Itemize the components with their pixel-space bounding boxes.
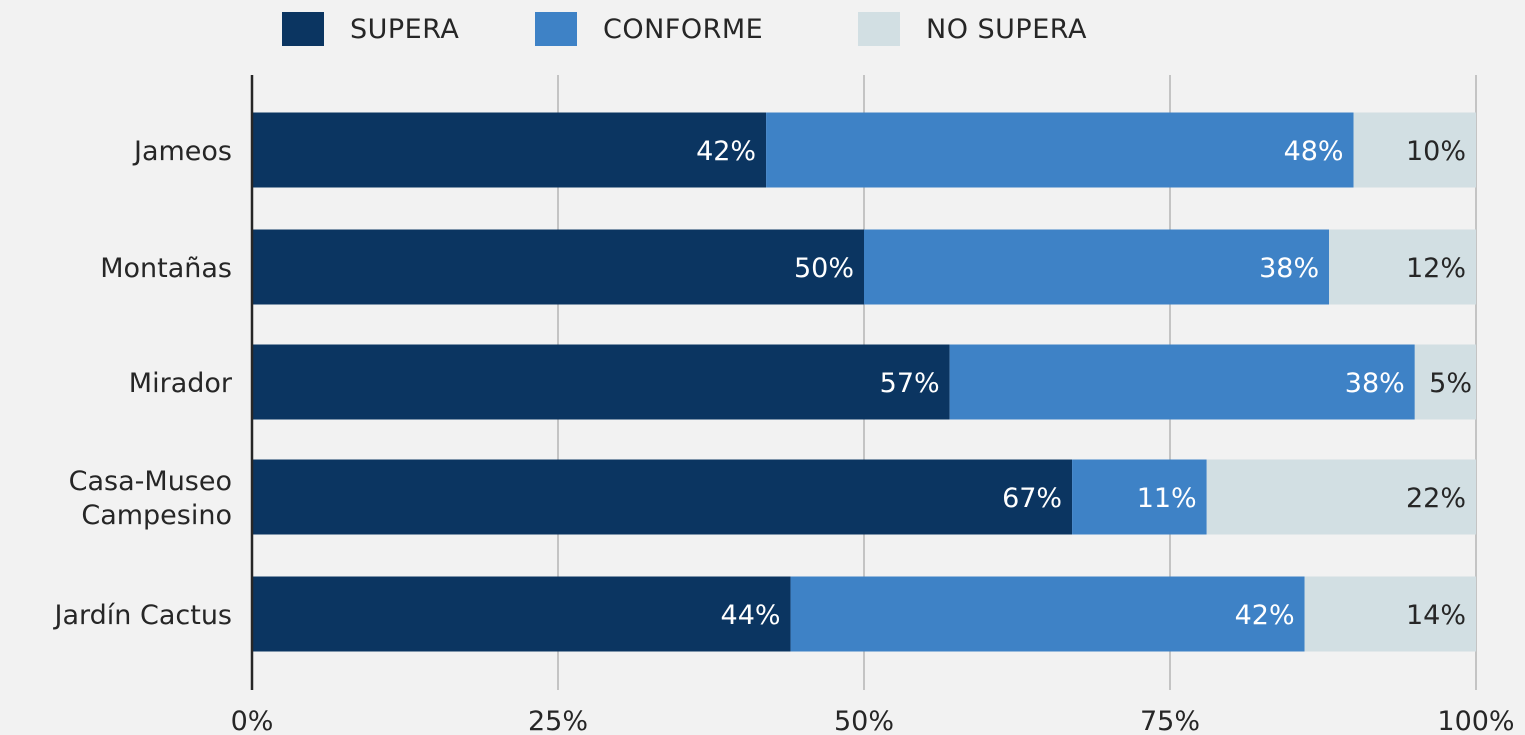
- legend-label: CONFORME: [603, 14, 763, 45]
- category-label: Campesino: [81, 500, 232, 531]
- x-tick-label: 0%: [231, 706, 274, 735]
- bar-segment: [790, 576, 1305, 652]
- bar-value-label: 11%: [1137, 483, 1197, 514]
- bar-value-label: 5%: [1429, 368, 1472, 399]
- x-tick-label: 25%: [528, 706, 588, 735]
- bar-segment: [1329, 229, 1476, 305]
- bar-value-label: 42%: [1235, 600, 1295, 631]
- bar-value-label: 38%: [1345, 368, 1405, 399]
- bar-segment: [1304, 576, 1476, 652]
- bar-value-label: 44%: [721, 600, 781, 631]
- bar-value-label: 42%: [696, 136, 756, 167]
- legend-swatch: [858, 12, 900, 46]
- bar-value-label: 50%: [794, 253, 854, 284]
- x-tick-label: 50%: [834, 706, 894, 735]
- bar-segment: [864, 229, 1330, 305]
- bar-segment: [252, 576, 791, 652]
- axes: 0% 25% 50% 75% 100% Jameos Montañas Mirador Casa…: [53, 75, 1515, 735]
- bar-segment: [766, 112, 1354, 188]
- bar-segment: [1414, 344, 1476, 420]
- legend: SUPERA CONFORME NO SUPERA: [282, 12, 1087, 46]
- category-label: Jardín Cactus: [53, 600, 232, 631]
- bar-segment: [1206, 459, 1476, 535]
- bar-value-label: 10%: [1406, 136, 1466, 167]
- bar-value-label: 57%: [880, 368, 940, 399]
- bar-segment: [1072, 459, 1207, 535]
- bar-segment: [252, 229, 864, 305]
- category-label: Casa-Museo: [69, 466, 232, 497]
- bar-segment: [1353, 112, 1476, 188]
- legend-swatch: [535, 12, 577, 46]
- legend-label: NO SUPERA: [926, 14, 1087, 45]
- bar-value-labels: 42% 48% 10% 50% 38% 12% 57% 38% 5% 67% 11% 22% 44% 42…: [696, 136, 1472, 631]
- x-tick-label: 100%: [1437, 706, 1514, 735]
- legend-swatch: [282, 12, 324, 46]
- x-tick-label: 75%: [1140, 706, 1200, 735]
- bar-segment: [252, 112, 767, 188]
- bar-segment: [252, 344, 950, 420]
- category-label: Montañas: [100, 253, 232, 284]
- bar-value-label: 12%: [1406, 253, 1466, 284]
- bar-segment: [252, 459, 1073, 535]
- bar-value-label: 14%: [1406, 600, 1466, 631]
- bar-value-label: 22%: [1406, 483, 1466, 514]
- bar-value-label: 48%: [1284, 136, 1344, 167]
- bar-value-label: 38%: [1259, 253, 1319, 284]
- bars: [252, 112, 1476, 652]
- bar-segment: [949, 344, 1415, 420]
- bar-value-label: 67%: [1002, 483, 1062, 514]
- category-label: Mirador: [129, 368, 233, 399]
- category-label: Jameos: [132, 136, 232, 167]
- legend-label: SUPERA: [350, 14, 459, 45]
